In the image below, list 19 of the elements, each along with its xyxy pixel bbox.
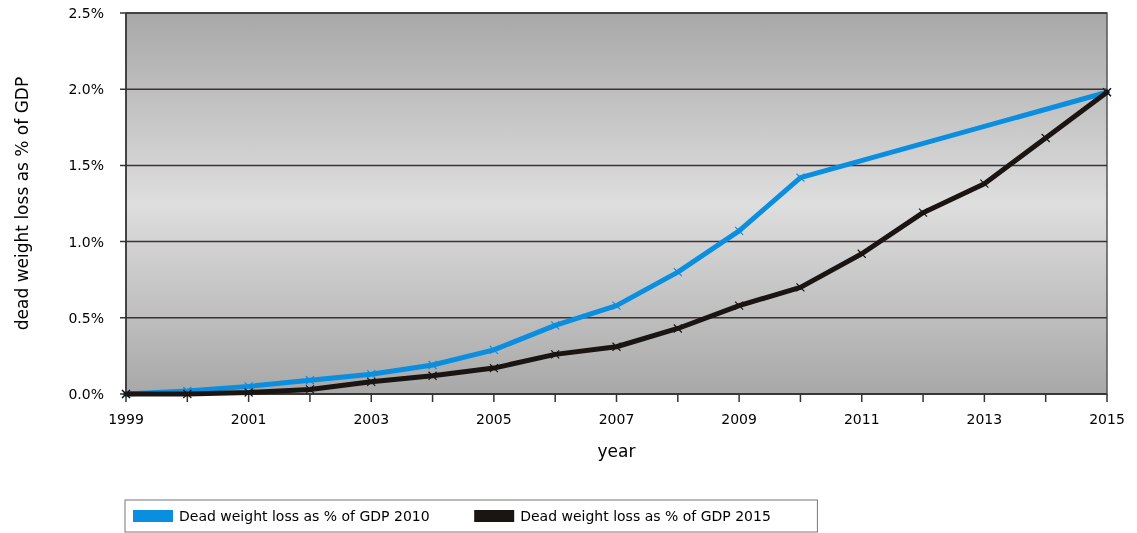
y-tick-label: 2.5% <box>68 5 104 21</box>
x-tick-label: 2001 <box>230 411 267 427</box>
y-tick-label: 1.0% <box>68 233 104 250</box>
legend-label: Dead weight loss as % of GDP 2010 <box>179 508 430 524</box>
y-tick-label: 0.0% <box>68 386 104 402</box>
y-tick-label: 2.0% <box>68 81 104 98</box>
x-tick-label: 2003 <box>353 411 390 427</box>
x-tick-label: 1999 <box>108 411 144 427</box>
x-tick-label: 2013 <box>966 411 1003 427</box>
legend-label: Dead weight loss as % of GDP 2015 <box>520 508 771 524</box>
y-axis-title: dead weight loss as % of GDP <box>12 76 32 331</box>
x-tick-label: 2009 <box>721 411 757 427</box>
x-axis-title: year <box>597 441 636 461</box>
y-tick-label: 1.5% <box>68 157 104 174</box>
y-tick-label: 0.5% <box>68 309 104 326</box>
x-tick-label: 2005 <box>476 411 512 427</box>
x-tick-label: 2015 <box>1089 411 1125 427</box>
x-tick-label: 2011 <box>843 411 880 427</box>
x-tick-label: 2007 <box>598 411 635 427</box>
